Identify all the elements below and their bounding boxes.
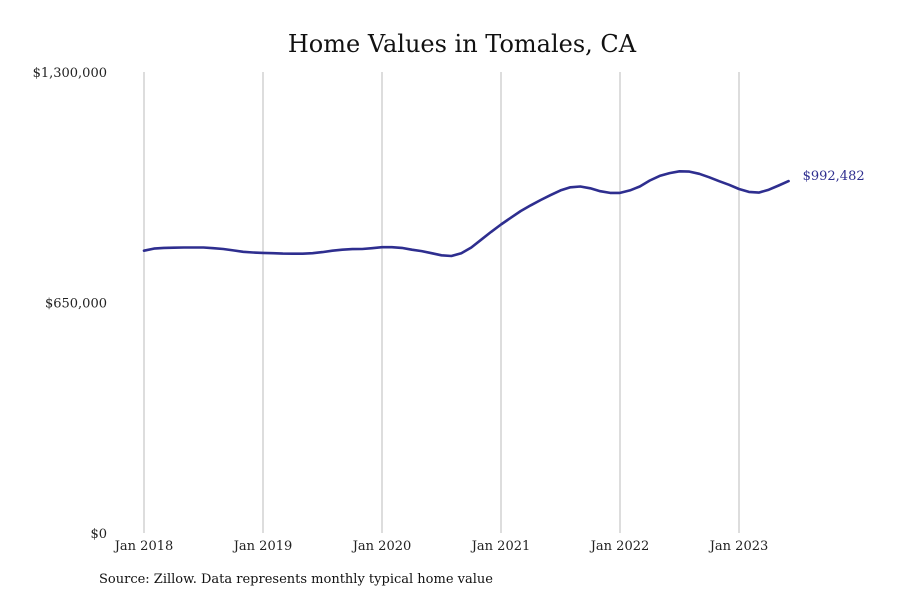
source-note: Source: Zillow. Data represents monthly … (99, 572, 493, 587)
series-line (142, 170, 790, 258)
x-tick-label: Jan 2023 (708, 539, 769, 554)
x-tick-label: Jan 2019 (232, 539, 293, 554)
chart-title: Home Values in Tomales, CA (288, 30, 637, 58)
x-tick-label: Jan 2020 (351, 539, 412, 554)
y-tick-label: $650,000 (45, 297, 107, 312)
x-tick-label: Jan 2022 (589, 539, 650, 554)
series-layer: $992,482 (142, 169, 865, 258)
grid (143, 72, 740, 533)
x-tick-label: Jan 2018 (113, 539, 174, 554)
end-value-label: $992,482 (803, 169, 865, 184)
y-axis: $1,300,000 $650,000 $0 (33, 66, 107, 542)
x-axis: Jan 2018 Jan 2019 Jan 2020 Jan 2021 Jan 2022… (113, 539, 769, 554)
y-tick-label: $1,300,000 (33, 66, 107, 81)
x-tick-label: Jan 2021 (470, 539, 531, 554)
y-tick-label: $0 (90, 527, 107, 542)
